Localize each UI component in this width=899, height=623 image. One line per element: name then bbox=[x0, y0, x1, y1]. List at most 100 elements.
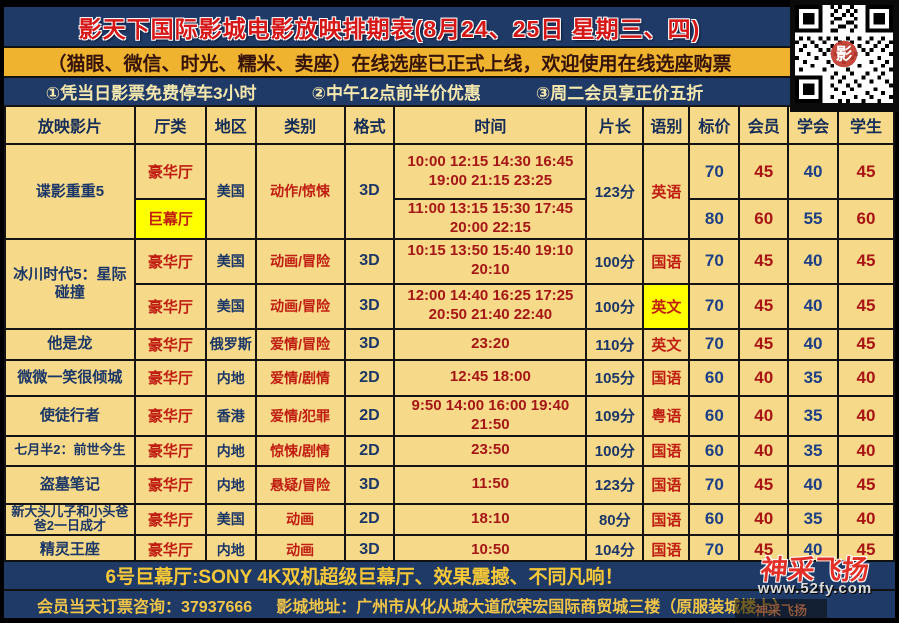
region-cell: 内地 bbox=[204, 464, 257, 505]
assoc-price-cell: 40 bbox=[787, 327, 839, 361]
poster-title: 影天下国际影城电影放映排期表(8月24、25日 星期三、四) bbox=[78, 15, 701, 42]
length-cell: 110分 bbox=[585, 327, 645, 361]
price-cell: 60 bbox=[688, 394, 741, 437]
movie-title-cell: 七月半2：前世今生 bbox=[4, 434, 136, 467]
lang-cell: 国语 bbox=[642, 237, 691, 285]
price-cell: 70 bbox=[688, 464, 741, 505]
time-cell: 11:00 13:15 15:30 17:45 20:00 22:15 bbox=[393, 198, 588, 240]
genre-cell: 惊悚/剧情 bbox=[254, 434, 346, 467]
student-price-cell: 45 bbox=[836, 282, 896, 330]
price-cell: 70 bbox=[688, 237, 741, 285]
col-header-lang: 语别 bbox=[642, 105, 691, 145]
length-cell: 100分 bbox=[585, 237, 645, 285]
member-price-cell: 40 bbox=[738, 358, 790, 397]
assoc-price-cell: 40 bbox=[787, 282, 839, 330]
time-cell: 10:15 13:50 15:40 19:10 20:10 bbox=[393, 237, 588, 285]
genre-cell: 动画 bbox=[254, 502, 346, 537]
hall-cell: 豪华厅 bbox=[133, 434, 207, 467]
imax-banner: 6号巨幕厅:SONY 4K双机超级巨幕厅、效果震撼、不同凡响！ bbox=[4, 560, 895, 589]
promo-parking: ①凭当日影票免费停车3小时 bbox=[45, 84, 257, 103]
assoc-price-cell: 40 bbox=[787, 237, 839, 285]
col-header-film: 放映影片 bbox=[4, 105, 136, 145]
student-price-cell: 45 bbox=[836, 464, 896, 505]
price-cell: 60 bbox=[688, 358, 741, 397]
qr-seal bbox=[830, 40, 858, 68]
student-price-cell: 45 bbox=[836, 327, 896, 361]
length-cell: 100分 bbox=[585, 434, 645, 467]
col-header-genre: 类别 bbox=[254, 105, 346, 145]
format-cell: 2D bbox=[343, 394, 396, 437]
price-cell: 60 bbox=[688, 502, 741, 537]
col-header-length: 片长 bbox=[585, 105, 645, 145]
lang-cell-highlight: 英文 bbox=[642, 282, 691, 330]
lang-cell: 国语 bbox=[642, 502, 691, 537]
hall-cell: 豪华厅 bbox=[133, 358, 207, 397]
promo-halfprice: ②中午12点前半价优惠 bbox=[311, 84, 481, 103]
member-price-cell: 60 bbox=[738, 198, 790, 240]
header-row: 放映影片 厅类 地区 类别 格式 时间 片长 语别 标价 会员 学会 学生 bbox=[4, 105, 896, 145]
cinema-address: 影城地址：广州市从化从城大道欣荣宏国际商贸城三楼（原服装城楼上） bbox=[276, 598, 789, 616]
format-cell: 2D bbox=[343, 434, 396, 467]
hall-cell: 豪华厅 bbox=[133, 237, 207, 285]
genre-cell: 动作/惊悚 bbox=[254, 143, 346, 240]
region-cell: 俄罗斯 bbox=[204, 327, 257, 361]
brand-url: www.52fy.com bbox=[757, 580, 873, 597]
table-row: 冰川时代5：星际碰撞 豪华厅 美国 动画/冒险 3D 10:15 13:50 1… bbox=[4, 237, 896, 330]
table-row: 使徒行者 豪华厅 香港 爱情/犯罪 2D 9:50 14:00 16:00 19… bbox=[4, 394, 896, 437]
online-seating-banner: （猫眼、微信、时光、糯米、卖座）在线选座已正式上线，欢迎使用在线选座购票 bbox=[4, 46, 895, 78]
assoc-price-cell: 35 bbox=[787, 358, 839, 397]
movie-title-cell: 谍影重重5 bbox=[4, 143, 136, 240]
time-cell: 23:20 bbox=[393, 327, 588, 361]
qr-seal-glyph: 影 bbox=[836, 44, 853, 63]
lang-cell: 国语 bbox=[642, 464, 691, 505]
col-header-member: 会员 bbox=[738, 105, 790, 145]
length-cell: 123分 bbox=[585, 464, 645, 505]
qr-zone: 影 bbox=[790, 0, 899, 112]
format-cell: 2D bbox=[343, 358, 396, 397]
qr-code: 影 bbox=[795, 5, 893, 103]
format-cell: 3D bbox=[343, 282, 396, 330]
length-cell: 123分 bbox=[585, 143, 645, 240]
region-cell: 美国 bbox=[204, 143, 257, 240]
student-price-cell: 60 bbox=[836, 198, 896, 240]
price-cell: 70 bbox=[688, 282, 741, 330]
length-cell: 100分 bbox=[585, 282, 645, 330]
price-cell: 80 bbox=[688, 198, 741, 240]
format-cell: 3D bbox=[343, 143, 396, 240]
time-cell: 23:50 bbox=[393, 434, 588, 467]
price-cell: 70 bbox=[688, 143, 741, 200]
col-header-format: 格式 bbox=[343, 105, 396, 145]
genre-cell: 动画/冒险 bbox=[254, 282, 346, 330]
region-cell: 美国 bbox=[204, 282, 257, 330]
length-cell: 80分 bbox=[585, 502, 645, 537]
region-cell: 美国 bbox=[204, 502, 257, 537]
col-header-hall: 厅类 bbox=[133, 105, 207, 145]
genre-cell: 爱情/冒险 bbox=[254, 327, 346, 361]
member-price-cell: 40 bbox=[738, 434, 790, 467]
price-cell: 70 bbox=[688, 327, 741, 361]
member-price-cell: 45 bbox=[738, 237, 790, 285]
col-header-region: 地区 bbox=[204, 105, 257, 145]
poster-title-band: 影天下国际影城电影放映排期表(8月24、25日 星期三、四) bbox=[4, 7, 895, 46]
length-cell: 109分 bbox=[585, 394, 645, 437]
time-cell: 12:45 18:00 bbox=[393, 358, 588, 397]
lang-cell: 粤语 bbox=[642, 394, 691, 437]
movie-title-cell: 使徒行者 bbox=[4, 394, 136, 437]
region-cell: 内地 bbox=[204, 358, 257, 397]
member-price-cell: 40 bbox=[738, 394, 790, 437]
student-price-cell: 40 bbox=[836, 434, 896, 467]
movie-title-cell: 新大头儿子和小头爸爸2一日成才 bbox=[4, 502, 136, 537]
member-price-cell: 45 bbox=[738, 282, 790, 330]
assoc-price-cell: 40 bbox=[787, 464, 839, 505]
promo-member: ③周二会员享正价五折 bbox=[535, 84, 704, 103]
lang-cell: 英语 bbox=[642, 143, 691, 240]
lang-cell: 英文 bbox=[642, 327, 691, 361]
promo-band: ①凭当日影票免费停车3小时 ②中午12点前半价优惠 ③周二会员享正价五折 bbox=[4, 78, 895, 105]
schedule-table: 放映影片 厅类 地区 类别 格式 时间 片长 语别 标价 会员 学会 学生 谍影… bbox=[4, 105, 896, 566]
movie-title-cell: 他是龙 bbox=[4, 327, 136, 361]
table-row: 谍影重重5 豪华厅 美国 动作/惊悚 3D 10:00 12:15 14:30 … bbox=[4, 143, 896, 240]
time-cell: 10:00 12:15 14:30 16:45 19:00 21:15 23:2… bbox=[393, 143, 588, 200]
booking-phone: 会员当天订票咨询：37937666 bbox=[37, 598, 253, 616]
watermark-text: 神采飞扬 bbox=[754, 602, 807, 618]
